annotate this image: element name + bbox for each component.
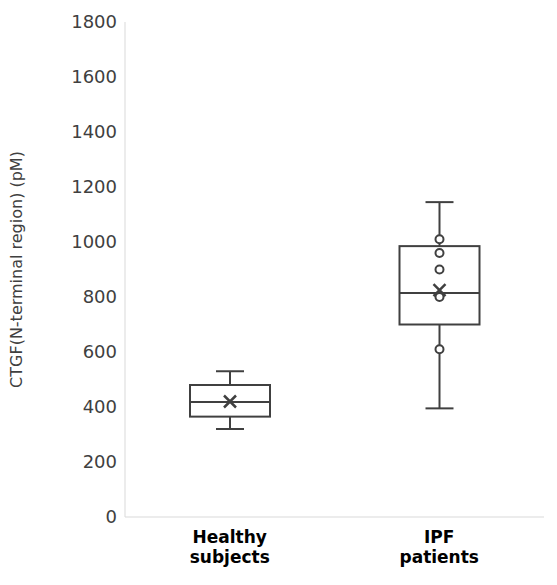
svg-text:800: 800 (83, 286, 117, 307)
svg-text:600: 600 (83, 341, 117, 362)
svg-text:1400: 1400 (71, 121, 117, 142)
svg-text:200: 200 (83, 451, 117, 472)
svg-text:1800: 1800 (71, 11, 117, 32)
svg-text:1600: 1600 (71, 66, 117, 87)
svg-text:Healthysubjects: Healthysubjects (190, 527, 270, 567)
svg-text:CTGF(N-terminal region) (pM): CTGF(N-terminal region) (pM) (8, 151, 26, 388)
svg-text:0: 0 (106, 506, 117, 527)
svg-text:1200: 1200 (71, 176, 117, 197)
svg-text:1000: 1000 (71, 231, 117, 252)
svg-text:IPFpatients: IPFpatients (400, 527, 479, 567)
svg-text:400: 400 (83, 396, 117, 417)
